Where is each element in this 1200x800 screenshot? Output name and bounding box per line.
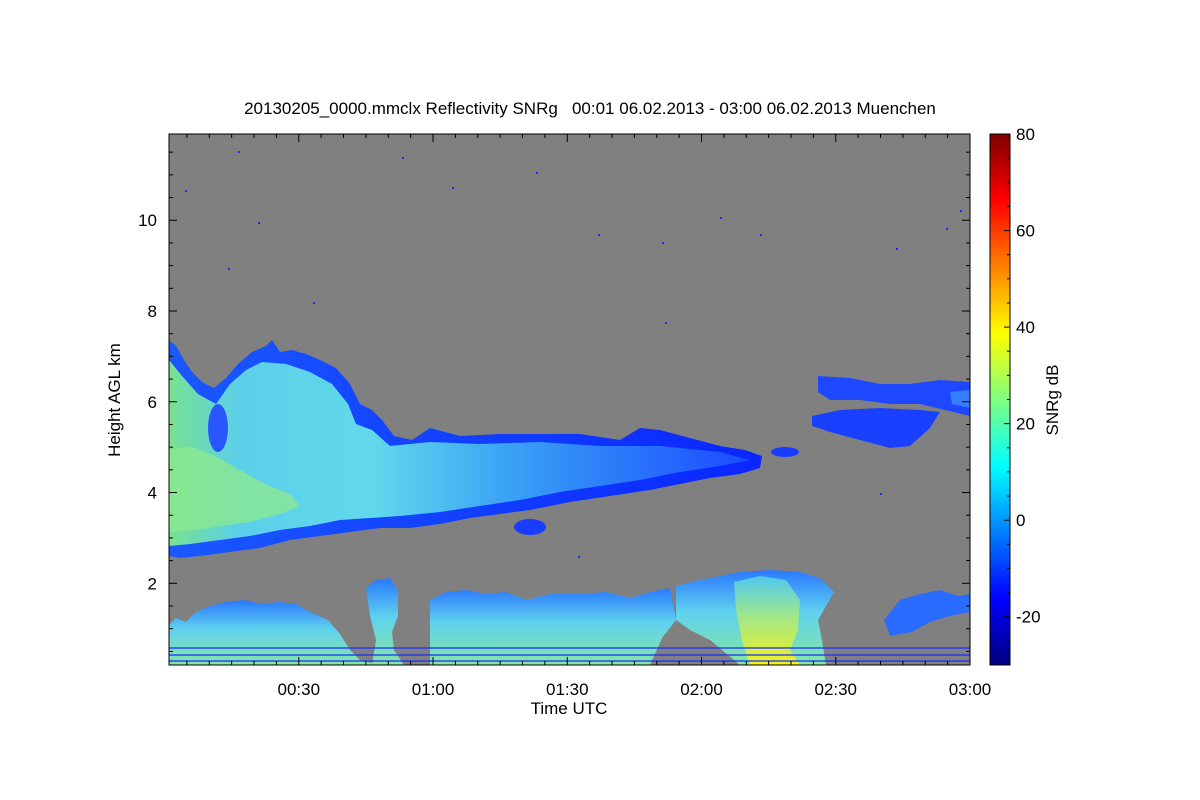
y-axis-label: Height AGL km <box>105 343 124 457</box>
cloud-layer-upper-c <box>950 390 970 408</box>
x-tick-label: 02:00 <box>680 680 723 699</box>
radar-echoes <box>169 151 970 665</box>
cloud-fragment <box>514 519 546 535</box>
y-axis: 2 4 6 8 10 <box>138 151 970 652</box>
x-tick-label: 02:30 <box>814 680 857 699</box>
noise-specks <box>185 151 962 558</box>
bl-echo-middle <box>430 588 676 665</box>
x-tick-label: 01:00 <box>412 680 455 699</box>
x-axis-label: Time UTC <box>531 699 608 718</box>
colorbar-tick-label: 0 <box>1016 511 1025 530</box>
y-tick-label: 2 <box>148 574 157 593</box>
y-tick-label: 6 <box>148 393 157 412</box>
colorbar-tick-label: 60 <box>1016 222 1035 241</box>
colorbar-tick-label: 40 <box>1016 318 1035 337</box>
chart-title: 20130205_0000.mmclx Reflectivity SNRg 00… <box>244 99 936 118</box>
cloud-layer-upper-a <box>818 376 970 416</box>
colorbar-tick-label: -20 <box>1016 608 1041 627</box>
colorbar-label: SNRg dB <box>1043 365 1062 436</box>
colorbar-axis: -20 0 20 40 60 80 <box>1004 125 1041 666</box>
plot-frame <box>168 133 971 666</box>
cloud-gap <box>208 404 228 452</box>
bl-echo-far-right <box>884 590 970 636</box>
colorbar-tick-label: 80 <box>1016 125 1035 144</box>
cloud-layer-mid-core <box>169 360 750 546</box>
cloud-layer-upper-b <box>812 408 940 448</box>
x-tick-label: 00:30 <box>277 680 320 699</box>
x-axis: 00:30 01:00 01:30 02:00 02:30 03:00 <box>186 134 992 699</box>
cloud-layer-mid-strong <box>169 446 300 532</box>
x-tick-label: 03:00 <box>949 680 992 699</box>
bl-echo-left <box>169 600 400 665</box>
colorbar-tick-label: 20 <box>1016 415 1035 434</box>
cloud-fragment <box>771 447 799 457</box>
y-tick-label: 10 <box>138 211 157 230</box>
x-tick-label: 01:30 <box>546 680 589 699</box>
bl-echo-strong <box>734 576 800 665</box>
bl-echo-plume <box>366 578 404 665</box>
y-tick-label: 4 <box>148 484 157 503</box>
y-tick-label: 8 <box>148 302 157 321</box>
